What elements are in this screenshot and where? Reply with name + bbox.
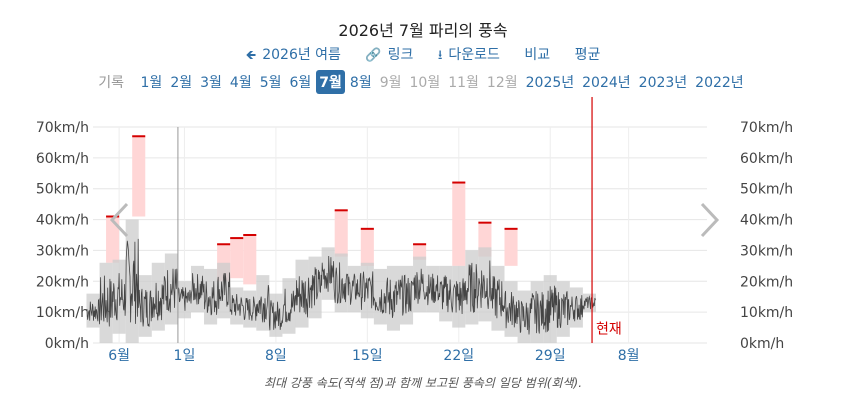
month-item-8[interactable]: 9월	[379, 75, 402, 91]
link-button[interactable]: 🔗 링크	[365, 44, 413, 64]
y-tick-label-left: 70km/h	[36, 120, 89, 136]
y-tick-label-left: 50km/h	[36, 182, 89, 198]
month-item-6[interactable]: 7월	[316, 70, 345, 94]
link-icon: 🔗	[365, 48, 382, 63]
download-icon: ⭳	[437, 48, 443, 63]
chart-caption: 최대 강풍 속도(적색 점)과 함께 보고된 풍속의 일당 범위(회색).	[263, 376, 583, 390]
y-tick-label-right: 20km/h	[740, 274, 793, 290]
month-item-3[interactable]: 4월	[229, 75, 252, 91]
month-item-10[interactable]: 11월	[448, 75, 479, 91]
gust-bar	[243, 235, 257, 285]
gust-bar	[106, 216, 120, 263]
x-tick-label: 22일	[443, 348, 474, 364]
month-item-13[interactable]: 2024년	[582, 75, 631, 91]
y-tick-label-left: 20km/h	[36, 274, 89, 290]
month-item-2[interactable]: 3월	[200, 75, 222, 91]
compare-button[interactable]: 비교	[524, 47, 551, 63]
gust-bar	[360, 228, 374, 266]
page-title: 2026년 7월 파리의 풍속	[338, 21, 508, 40]
y-tick-label-left: 60km/h	[36, 151, 89, 167]
daily-range-bar	[282, 278, 296, 334]
y-tick-label-right: 60km/h	[740, 151, 793, 167]
link-label: 링크	[387, 47, 414, 63]
y-tick-label-right: 40km/h	[740, 213, 793, 229]
chevron-right-icon[interactable]	[700, 202, 720, 238]
average-button[interactable]: 평균	[574, 47, 601, 63]
y-tick-label-left: 30km/h	[36, 243, 89, 259]
back-season-label: 2026년 여름	[262, 47, 341, 63]
y-tick-label-right: 10km/h	[740, 305, 793, 321]
y-tick-label-right: 30km/h	[740, 243, 793, 259]
month-item-4[interactable]: 5월	[259, 75, 282, 91]
hourly-trace	[86, 238, 596, 335]
month-list: 1월 2월 3월 4월 5월 6월 7월 8월 9월 10월 11월 12월 2025년 2024년 202…	[134, 68, 751, 96]
month-item-15[interactable]: 2022년	[695, 75, 744, 91]
month-item-1[interactable]: 2월	[170, 75, 193, 91]
gust-bar	[132, 136, 146, 217]
x-tick-label: 8일	[265, 348, 287, 364]
y-tick-label-left: 10km/h	[36, 305, 89, 321]
month-item-11[interactable]: 12월	[486, 75, 518, 91]
y-tick-label-right: 50km/h	[740, 182, 793, 198]
y-tick-label-right: 0km/h	[740, 336, 784, 352]
gust-bar	[504, 228, 518, 266]
month-item-14[interactable]: 2023년	[638, 75, 688, 91]
download-label: 다운로드	[448, 47, 500, 63]
arrow-left-icon: 🡸	[245, 48, 257, 63]
month-selector: 기록 1월 2월 3월 4월 5월 6월 7월 8월 9월 10월 11월 12월 2025년 2024년…	[0, 68, 846, 96]
gust-bar	[230, 238, 244, 279]
month-item-9[interactable]: 10월	[409, 75, 441, 91]
x-tick-label: 15일	[352, 348, 383, 364]
x-tick-label: 8월	[618, 348, 640, 364]
chevron-left-icon[interactable]	[109, 202, 129, 238]
back-season-link[interactable]: 🡸 2026년 여름	[246, 44, 341, 68]
records-label: 기록	[98, 75, 125, 91]
gust-bar	[452, 182, 466, 266]
daily-range-bar	[439, 265, 453, 322]
now-label: 현재	[596, 322, 622, 338]
month-item-12[interactable]: 2025년	[525, 75, 575, 91]
download-button[interactable]: ⭳ 다운로드	[438, 44, 500, 68]
y-tick-label-left: 0km/h	[45, 336, 89, 352]
x-tick-label: 6월	[108, 348, 130, 364]
month-item-0[interactable]: 1월	[140, 75, 163, 91]
month-item-7[interactable]: 8월	[349, 75, 372, 91]
gust-bar	[334, 210, 348, 257]
x-tick-label: 29일	[535, 348, 566, 364]
toolbar: 🡸 2026년 여름 🔗 링크 ⭳ 다운로드 비교 평균	[0, 44, 846, 68]
x-tick-label: 1일	[174, 348, 196, 364]
y-tick-label-right: 70km/h	[740, 120, 793, 136]
y-tick-label-left: 40km/h	[36, 213, 89, 229]
month-item-5[interactable]: 6월	[289, 75, 312, 91]
gust-bar	[413, 244, 427, 260]
daily-range-bar	[112, 259, 126, 334]
